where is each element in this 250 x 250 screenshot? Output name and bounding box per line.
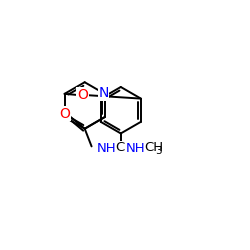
Text: CH: CH [144, 141, 163, 154]
Text: 3: 3 [155, 146, 162, 156]
Text: NH: NH [97, 142, 116, 155]
Text: 3: 3 [126, 146, 133, 156]
Text: NH: NH [126, 142, 146, 155]
Text: N: N [98, 86, 109, 100]
Text: CH: CH [116, 141, 135, 154]
Text: O: O [77, 88, 88, 102]
Text: O: O [60, 107, 70, 121]
